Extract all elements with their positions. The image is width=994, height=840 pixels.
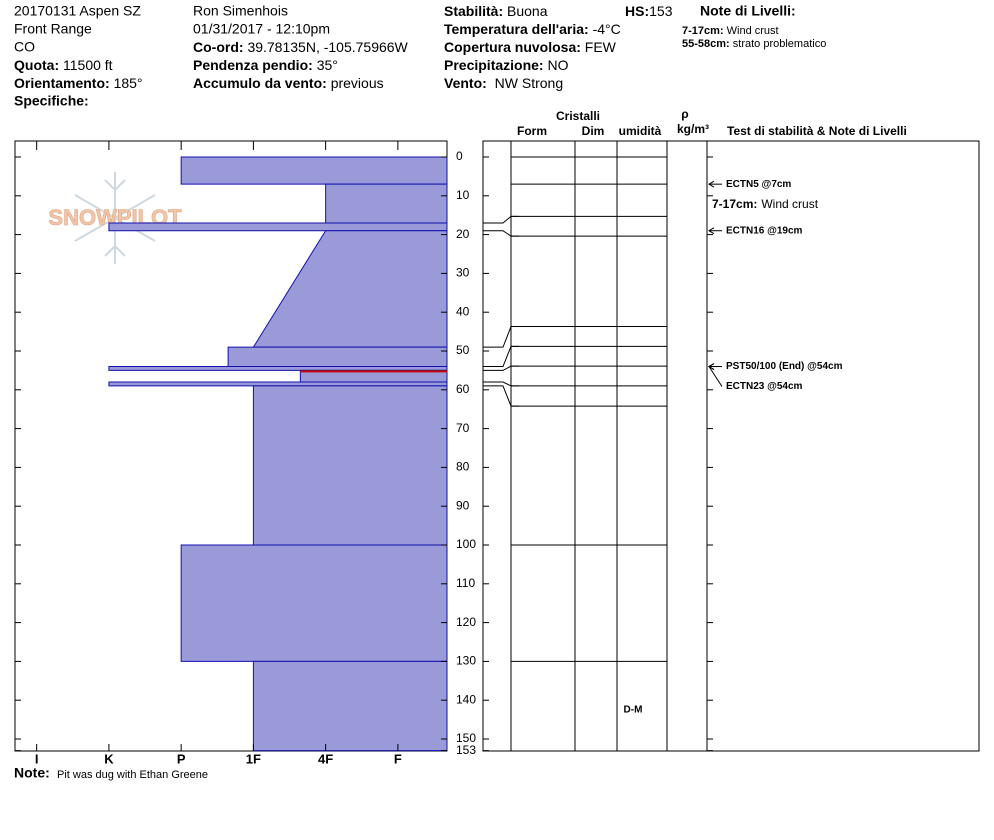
hardness-layer [252, 385, 448, 546]
y-tick-label: 140 [456, 692, 476, 706]
layer-connector [483, 365, 519, 371]
layer-connector [483, 381, 519, 387]
column-header: kg/m³ [677, 122, 709, 136]
air-temp: Temperatura dell'aria: -4°C [444, 21, 621, 37]
test-label: ECTN5 @7cm [726, 179, 791, 190]
x-tick-label: P [177, 751, 186, 766]
moisture-label: D-M [624, 705, 643, 716]
range: Front Range [14, 21, 92, 37]
y-tick-label: 120 [456, 615, 476, 629]
column-header: Cristalli [556, 109, 600, 123]
x-tick-label: F [394, 751, 402, 766]
observer: Ron Simenhois [193, 3, 288, 19]
y-tick-label: 70 [456, 421, 470, 435]
note-label: Note: [14, 765, 50, 781]
note-text: Pit was dug with Ethan Greene [57, 769, 208, 781]
sky: Copertura nuvolosa: FEW [444, 39, 617, 55]
test-label: PST50/100 (End) @54cm [726, 361, 843, 372]
x-tick-label: I [35, 751, 39, 766]
specifics: Specifiche: [14, 93, 89, 109]
hardness-layer [252, 660, 448, 752]
test-arrowhead [708, 180, 715, 188]
layer-connector [483, 215, 519, 224]
y-tick-label: 100 [456, 537, 476, 551]
elevation: Quota: 11500 ft [14, 57, 113, 73]
test-label: ECTN16 @19cm [726, 225, 803, 236]
hardness-layer [252, 230, 448, 348]
layer-comment: 7-17cm: Wind crust [712, 197, 819, 211]
comment-text: Wind crust [761, 197, 818, 211]
test-label: ECTN23 @54cm [726, 381, 803, 392]
y-tick-label: 0 [456, 149, 463, 163]
y-tick-label: 10 [456, 188, 470, 202]
comment-range: 7-17cm: [712, 197, 757, 211]
layer-note: 55-58cm: strato problematico [682, 38, 826, 50]
layer-connector [483, 230, 519, 237]
hardness-layer [180, 156, 448, 185]
layers-frame [482, 140, 980, 752]
y-tick-label: 90 [456, 498, 470, 512]
stability: Stabilità: Buona [444, 3, 548, 19]
coords: Co-ord: 39.78135N, -105.75966W [193, 39, 409, 55]
y-tick-label: 150 [456, 731, 476, 745]
aspect: Orientamento: 185° [14, 75, 143, 91]
datetime: 01/31/2017 - 12:10pm [193, 21, 330, 37]
y-tick-label: 30 [456, 266, 470, 280]
y-tick-label: 153 [456, 743, 476, 757]
y-tick-label: 40 [456, 304, 470, 318]
site: 20170131 Aspen SZ [14, 3, 141, 19]
column-header: ρ [681, 107, 688, 121]
y-tick-label: 130 [456, 654, 476, 668]
column-header: Test di stabilità & Note di Livelli [727, 124, 907, 138]
test-arrow [708, 366, 723, 387]
test-arrowhead [708, 363, 715, 370]
y-tick-label: 20 [456, 227, 470, 241]
hardness-layer [108, 381, 448, 387]
precip: Precipitazione: NO [444, 57, 569, 73]
column-header: Dim [582, 124, 605, 138]
layer-connector [483, 385, 519, 407]
y-tick-label: 80 [456, 460, 470, 474]
x-tick-label: 4F [318, 751, 333, 766]
wind: Vento: NW Strong [444, 75, 563, 91]
hs: HS:153 [625, 3, 673, 19]
logo [74, 172, 156, 264]
x-tick-label: 1F [246, 751, 261, 766]
column-header: umidità [619, 124, 662, 138]
wind-loading: Accumulo da vento: previous [193, 75, 384, 91]
layer-connector [483, 345, 519, 368]
y-tick-label: 110 [456, 576, 475, 590]
state: CO [14, 39, 35, 55]
column-header: Form [517, 124, 547, 138]
test-arrowhead [708, 227, 715, 235]
hardness-layer [325, 183, 448, 224]
y-tick-label: 60 [456, 382, 470, 396]
slope: Pendenza pendio: 35° [193, 57, 338, 73]
hardness-layer [180, 544, 448, 662]
hardness-layer [108, 222, 448, 232]
y-tick-label: 50 [456, 343, 470, 357]
layer-note: 7-17cm: Wind crust [682, 25, 779, 37]
hardness-layer [108, 366, 448, 371]
layer-notes-title: Note di Livelli: [700, 3, 796, 19]
x-tick-label: K [104, 751, 114, 766]
hardness-layer [227, 346, 448, 368]
layer-connector [483, 326, 519, 348]
